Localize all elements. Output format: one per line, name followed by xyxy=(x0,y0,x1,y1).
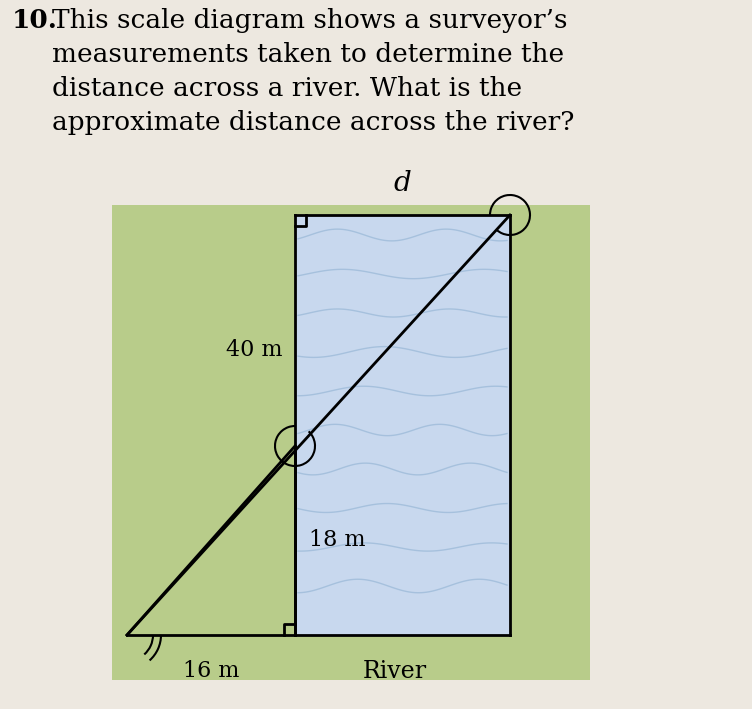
Text: 16 m: 16 m xyxy=(183,660,239,682)
Text: d: d xyxy=(393,170,411,197)
Text: River: River xyxy=(363,660,427,683)
Text: 10.: 10. xyxy=(12,8,58,33)
Text: This scale diagram shows a surveyor’s
measurements taken to determine the
distan: This scale diagram shows a surveyor’s me… xyxy=(52,8,575,135)
Text: 40 m: 40 m xyxy=(226,340,283,362)
Text: 18 m: 18 m xyxy=(309,530,365,552)
Bar xyxy=(295,215,510,635)
Bar xyxy=(112,205,590,680)
